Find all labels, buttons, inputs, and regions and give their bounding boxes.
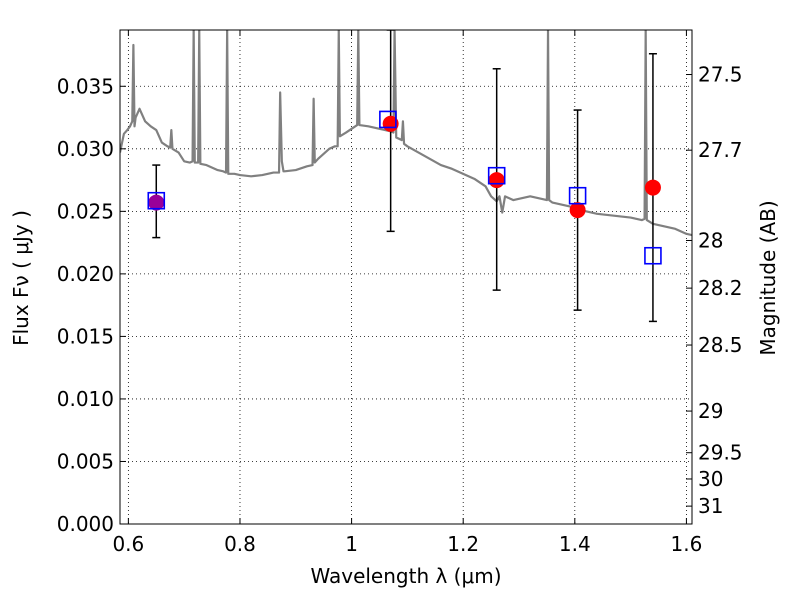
y-tick-label: 0.010 <box>57 387 114 411</box>
right-tick-label: 27.5 <box>698 63 743 87</box>
right-tick-label: 28.2 <box>698 276 743 300</box>
observed-point <box>644 179 661 196</box>
plot-area <box>120 30 692 323</box>
sed-line <box>120 30 692 237</box>
x-tick-label: 1.4 <box>559 532 591 556</box>
right-axis-label: Magnitude (AB) <box>756 200 780 355</box>
y-tick-label: 0.025 <box>57 199 114 223</box>
y-tick-label: 0.005 <box>57 449 114 473</box>
plot-frame <box>119 29 693 525</box>
observed-point <box>488 172 505 189</box>
right-tick-label: 29.5 <box>698 441 743 465</box>
x-tick-label: 1 <box>345 532 358 556</box>
y-tick-label: 0.015 <box>57 324 114 348</box>
y-tick-label: 0.000 <box>57 512 114 536</box>
right-tick-label: 28.5 <box>698 333 743 357</box>
right-tick-label: 28 <box>698 228 723 252</box>
x-axis-label: Wavelength λ (μm) <box>310 564 501 588</box>
y-axis-label: Flux Fν ( μJy ) <box>9 210 33 346</box>
right-tick-label: 27.7 <box>698 138 743 162</box>
axis-ticks: 0.6 0.8 1 1.2 1.4 1.6 0.000 0.005 0.010 0.015 0.02… <box>57 30 743 556</box>
x-tick-label: 0.6 <box>112 532 144 556</box>
right-tick-label: 29 <box>698 399 723 423</box>
y-tick-label: 0.035 <box>57 74 114 98</box>
y-tick-label: 0.030 <box>57 137 114 161</box>
model-photometry-point <box>147 191 166 210</box>
model-photometry-point <box>568 186 587 205</box>
right-tick-label: 30 <box>698 467 723 491</box>
model-photometry-point <box>487 166 506 185</box>
x-tick-label: 1.6 <box>671 532 703 556</box>
x-tick-label: 0.8 <box>224 532 256 556</box>
right-tick-label: 31 <box>698 494 723 518</box>
x-tick-label: 1.2 <box>447 532 479 556</box>
observed-point <box>148 194 165 211</box>
y-tick-label: 0.020 <box>57 262 114 286</box>
model-photometry-point <box>644 246 662 265</box>
model-photometry-point <box>379 110 397 129</box>
observed-point <box>569 202 586 219</box>
